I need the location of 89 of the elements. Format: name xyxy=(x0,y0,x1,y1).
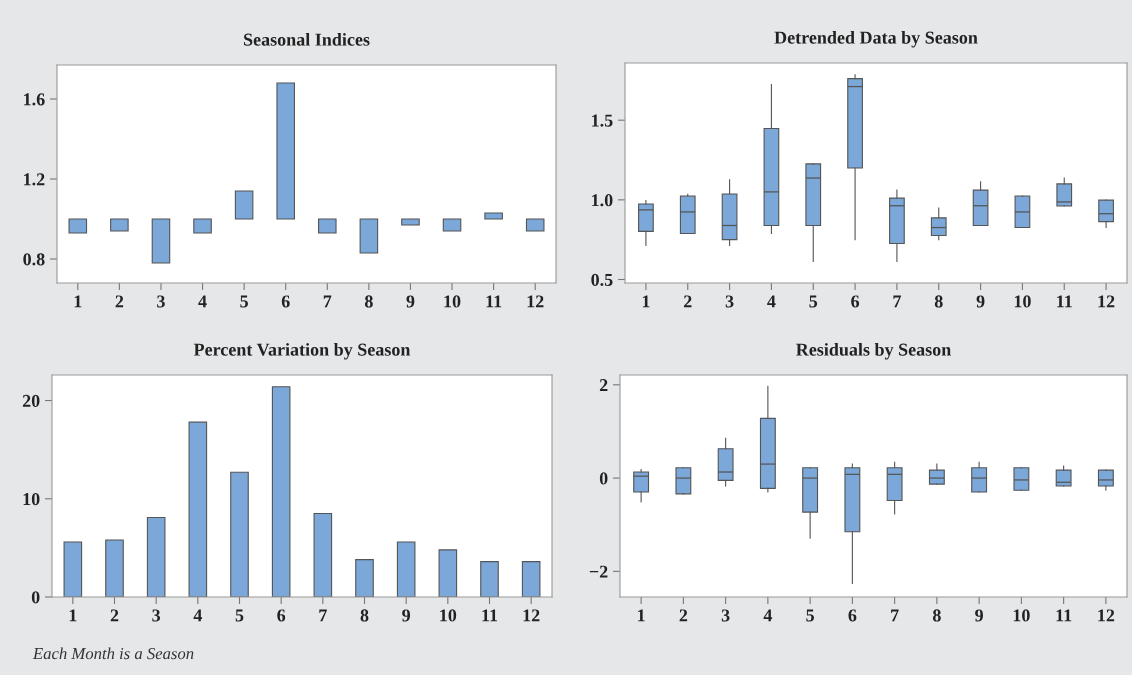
x-tick-label: 10 xyxy=(444,295,461,308)
bar xyxy=(525,218,545,232)
x-tick-label: 4 xyxy=(193,609,203,622)
bar xyxy=(438,549,458,597)
chart-title: Detrended Data by Season xyxy=(774,31,978,48)
x-tick-label: 4 xyxy=(767,295,776,308)
x-tick-label: 6 xyxy=(848,609,857,622)
y-tick-label: 0.8 xyxy=(23,253,45,266)
y-tick-label: 20 xyxy=(22,394,40,407)
x-tick-label: 2 xyxy=(684,295,692,308)
bar xyxy=(355,559,374,597)
bar xyxy=(193,218,212,234)
x-tick-label: 11 xyxy=(1057,295,1072,308)
bar xyxy=(110,218,129,232)
x-tick-label: 4 xyxy=(198,295,207,308)
x-tick-label: 10 xyxy=(1014,295,1031,308)
y-tick-label: 1.6 xyxy=(24,93,45,106)
x-tick-label: 3 xyxy=(152,609,161,622)
bar xyxy=(521,561,541,597)
x-tick-label: 12 xyxy=(527,295,544,308)
chart-title: Seasonal Indices xyxy=(244,33,370,46)
x-tick-label: 4 xyxy=(763,609,773,622)
bar xyxy=(318,218,337,234)
x-tick-label: 7 xyxy=(319,609,327,622)
x-tick-label: 6 xyxy=(281,295,290,308)
x-tick-label: 10 xyxy=(440,609,457,622)
x-tick-label: 10 xyxy=(1013,609,1030,622)
x-tick-label: 8 xyxy=(360,609,369,622)
bar xyxy=(401,218,420,226)
x-tick-label: 2 xyxy=(110,609,119,622)
x-tick-label: 1 xyxy=(74,295,82,308)
x-tick-label: 5 xyxy=(240,295,248,308)
x-tick-label: 7 xyxy=(893,295,901,308)
bar xyxy=(234,190,254,220)
x-tick-label: 6 xyxy=(851,295,860,308)
y-tick-label: 10 xyxy=(23,493,40,506)
y-tick-label: 0 xyxy=(599,472,608,485)
x-tick-label: 5 xyxy=(806,609,814,622)
x-tick-label: 3 xyxy=(157,295,165,308)
bar xyxy=(230,471,249,597)
x-tick-label: 12 xyxy=(1098,295,1115,308)
x-tick-label: 12 xyxy=(1098,609,1115,622)
y-tick-label: 1.2 xyxy=(24,173,45,186)
x-tick-label: 9 xyxy=(976,295,985,308)
x-tick-label: 7 xyxy=(323,295,332,308)
x-tick-label: 2 xyxy=(679,609,688,622)
bar xyxy=(480,561,499,597)
x-tick-label: 9 xyxy=(406,295,415,308)
bar xyxy=(188,421,208,597)
x-tick-label: 1 xyxy=(69,609,77,622)
x-tick-label: 11 xyxy=(486,295,502,308)
bar xyxy=(151,218,171,264)
x-tick-label: 8 xyxy=(934,295,943,308)
chart-title: Residuals by Season xyxy=(796,343,951,360)
bar xyxy=(276,82,295,220)
bar xyxy=(63,541,83,597)
y-tick-label: 0.5 xyxy=(591,273,613,287)
x-tick-label: 1 xyxy=(642,295,650,308)
y-tick-label: 0 xyxy=(31,591,40,604)
x-tick-label: 12 xyxy=(523,609,540,622)
x-tick-label: 5 xyxy=(235,609,244,622)
x-tick-label: 6 xyxy=(277,609,286,622)
x-tick-label: 3 xyxy=(725,295,734,308)
y-tick-label: 1.5 xyxy=(592,114,613,127)
x-tick-label: 1 xyxy=(638,609,645,622)
bar xyxy=(105,539,124,597)
bar xyxy=(484,212,503,220)
y-tick-label: 1.0 xyxy=(592,194,613,207)
x-tick-label: 11 xyxy=(482,609,498,622)
bar xyxy=(68,218,88,234)
bar xyxy=(313,512,333,597)
x-tick-label: 5 xyxy=(809,295,818,308)
text: Each Month is a Season xyxy=(32,647,194,660)
x-tick-label: 8 xyxy=(364,295,373,308)
x-tick-label: 8 xyxy=(932,609,941,622)
x-tick-label: 3 xyxy=(721,609,730,622)
bar xyxy=(146,516,166,597)
x-tick-label: 9 xyxy=(402,609,411,622)
x-tick-label: 2 xyxy=(115,295,124,308)
bar xyxy=(359,218,379,254)
bar xyxy=(442,218,462,232)
x-tick-label: 7 xyxy=(891,609,899,622)
y-tick-label: −2 xyxy=(589,565,608,578)
y-tick-label: 2 xyxy=(599,379,608,392)
bar xyxy=(271,386,291,597)
x-tick-label: 11 xyxy=(1056,609,1072,622)
bar xyxy=(396,541,416,597)
chart-title: Percent Variation by Season xyxy=(193,343,411,360)
x-tick-label: 9 xyxy=(975,609,983,622)
